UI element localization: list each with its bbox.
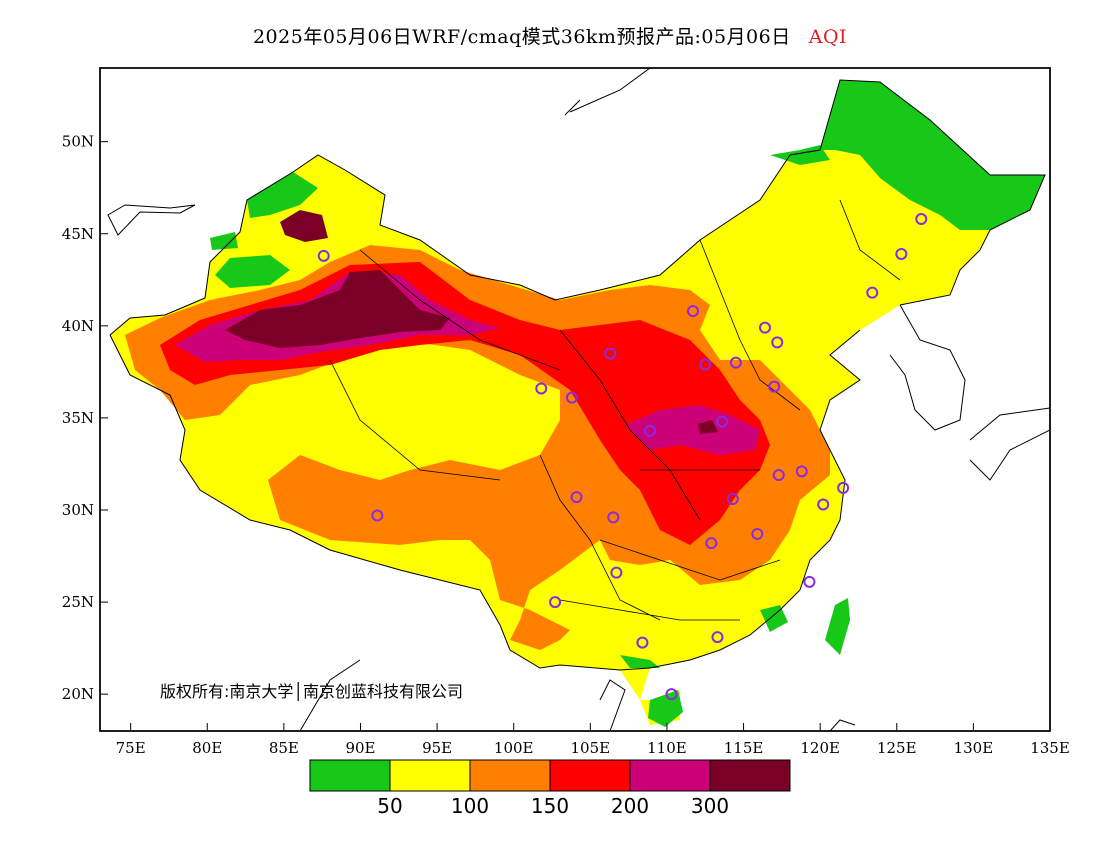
kazakh-lake bbox=[107, 204, 196, 236]
legend-label: 200 bbox=[611, 794, 649, 818]
copyright-notice: 版权所有:南京大学│南京创蓝科技有限公司 bbox=[160, 682, 464, 701]
station-marker bbox=[837, 481, 850, 494]
region-hazardous-central bbox=[698, 420, 718, 434]
x-tick-label: 95E bbox=[422, 739, 452, 757]
legend-label: 100 bbox=[451, 794, 489, 818]
station-marker bbox=[665, 688, 678, 701]
station-marker bbox=[644, 424, 657, 437]
station-marker bbox=[759, 321, 771, 334]
southeast-asia-coast bbox=[299, 659, 856, 731]
region-good-fujian-coast bbox=[760, 605, 788, 632]
x-axis: 75E 80E 85E 90E 95E 100E 105E 110E 115E 120E 125E 1… bbox=[116, 723, 1070, 757]
y-tick-label: 30N bbox=[62, 501, 94, 519]
russia-coast bbox=[564, 68, 651, 116]
station-marker bbox=[915, 213, 928, 226]
y-tick-label: 40N bbox=[62, 317, 94, 335]
legend-swatch bbox=[549, 759, 631, 792]
station-marker bbox=[895, 248, 908, 261]
station-marker bbox=[570, 491, 583, 504]
station-marker bbox=[711, 631, 724, 644]
x-tick-label: 80E bbox=[192, 739, 222, 757]
region-moderate-plateau bbox=[245, 345, 550, 465]
province-lines bbox=[329, 199, 901, 621]
station-marker bbox=[716, 415, 729, 428]
x-tick-label: 105E bbox=[571, 739, 611, 757]
x-tick-label: 130E bbox=[954, 739, 994, 757]
region-good-xinjiang-2 bbox=[215, 255, 290, 288]
legend-swatch bbox=[469, 759, 551, 792]
x-tick-label: 115E bbox=[724, 739, 764, 757]
boundary-southwest bbox=[109, 334, 651, 671]
station-marker bbox=[535, 382, 548, 395]
station-marker bbox=[549, 596, 562, 609]
region-good-taiwan bbox=[825, 598, 850, 655]
region-hazardous-north bbox=[280, 210, 328, 242]
station-marker bbox=[317, 249, 330, 262]
y-tick-label: 45N bbox=[62, 225, 94, 243]
station-marker bbox=[699, 358, 712, 371]
x-tick-label: 75E bbox=[116, 739, 146, 757]
japan-outline bbox=[969, 407, 1050, 481]
station-marker bbox=[705, 537, 718, 550]
aqi-fill-layer bbox=[110, 80, 1045, 727]
legend-label: 300 bbox=[691, 794, 729, 818]
boundary-lines bbox=[107, 68, 1050, 731]
x-tick-label: 100E bbox=[494, 739, 534, 757]
station-marker bbox=[771, 336, 784, 349]
station-markers bbox=[317, 213, 928, 701]
region-good-xinjiang-3 bbox=[210, 232, 238, 250]
region-good-xinjiang bbox=[247, 172, 318, 218]
station-marker bbox=[636, 636, 649, 649]
x-tick-label: 110E bbox=[647, 739, 687, 757]
y-tick-label: 25N bbox=[62, 593, 94, 611]
aqi-legend: 50 100 150 200 300 bbox=[309, 759, 791, 818]
station-marker bbox=[726, 492, 739, 505]
y-axis: 50N 45N 40N 35N 30N 25N 20N bbox=[62, 133, 108, 703]
coastline-east bbox=[649, 329, 861, 669]
legend-swatch bbox=[629, 759, 711, 792]
x-tick-label: 120E bbox=[800, 739, 840, 757]
region-good-northeast bbox=[820, 80, 1045, 230]
korea-outline bbox=[889, 304, 966, 431]
outer-boundary bbox=[109, 79, 1046, 336]
x-tick-label: 90E bbox=[345, 739, 375, 757]
region-good-northeast-2 bbox=[770, 145, 830, 165]
title-variable: AQI bbox=[808, 26, 848, 48]
region-good-guangxi-coast bbox=[620, 655, 660, 668]
station-marker bbox=[772, 469, 785, 482]
title-text: 2025年05月06日WRF/cmaq模式36km预报产品:05月06日 bbox=[252, 26, 791, 48]
map-title: 2025年05月06日WRF/cmaq模式36km预报产品:05月06日 AQI bbox=[0, 22, 1100, 49]
legend-label: 150 bbox=[531, 794, 569, 818]
x-tick-label: 125E bbox=[877, 739, 917, 757]
y-tick-label: 50N bbox=[62, 133, 94, 151]
station-marker bbox=[604, 347, 617, 360]
station-marker bbox=[610, 566, 623, 579]
station-marker bbox=[866, 286, 879, 299]
legend-swatch bbox=[709, 759, 791, 792]
station-marker bbox=[729, 356, 742, 369]
station-marker bbox=[803, 575, 816, 588]
station-marker bbox=[565, 391, 578, 404]
station-marker bbox=[817, 498, 830, 511]
station-marker bbox=[607, 511, 620, 524]
station-marker bbox=[686, 305, 699, 318]
station-marker bbox=[768, 380, 781, 393]
station-marker bbox=[751, 527, 764, 540]
x-tick-label: 135E bbox=[1030, 739, 1070, 757]
y-tick-label: 35N bbox=[62, 409, 94, 427]
station-marker bbox=[371, 509, 384, 522]
y-tick-label: 20N bbox=[62, 685, 94, 703]
station-marker bbox=[795, 465, 808, 478]
legend-swatch bbox=[389, 759, 471, 792]
legend-swatch bbox=[309, 759, 391, 792]
x-tick-label: 85E bbox=[269, 739, 299, 757]
region-hazardous-xinjiang bbox=[225, 270, 450, 348]
legend-label: 50 bbox=[377, 794, 402, 818]
